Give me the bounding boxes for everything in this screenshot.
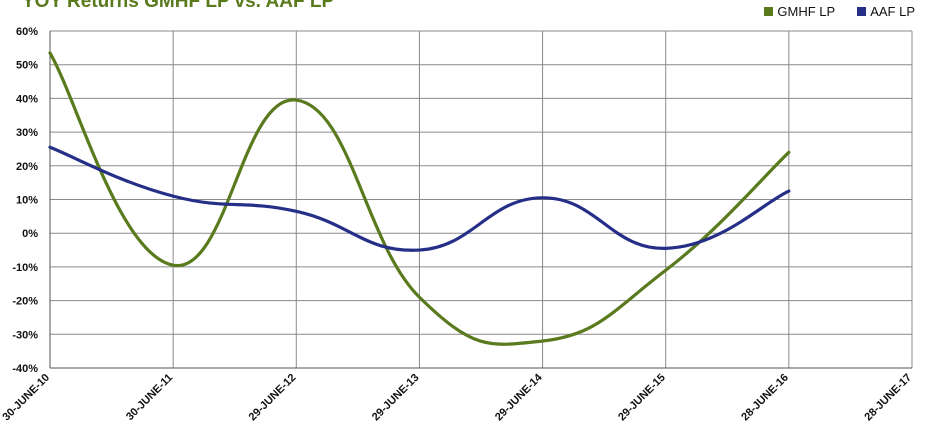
x-tick-label: 30-JUNE-11 [124,372,175,423]
x-tick-label: 29-JUNE-15 [616,372,668,424]
legend-label-gmhf: GMHF LP [777,4,836,19]
y-tick-label: -40% [12,363,38,375]
x-tick-label: 29-JUNE-13 [370,372,422,424]
x-tick-label: 28-JUNE-16 [739,372,791,424]
y-tick-label: 30% [16,127,38,139]
legend-item-aaf: AAF LP [857,4,915,19]
y-tick-label: 50% [16,60,38,72]
legend-swatch-gmhf [764,7,774,16]
x-tick-label: 29-JUNE-12 [247,372,299,424]
legend-label-aaf: AAF LP [870,4,915,19]
chart-title: YOY Returns GMHF LP vs. AAF LP [22,0,335,12]
legend-swatch-aaf [857,7,867,16]
chart-legend: GMHF LP AAF LP [764,4,915,19]
y-tick-label: 10% [16,195,38,207]
series-line-aaf [48,145,791,252]
grid-lines [49,30,913,369]
x-tick-label: 29-JUNE-14 [493,371,545,423]
x-tick-label: 28-JUNE-17 [862,372,914,424]
series-line-gmhf [48,51,791,346]
y-tick-label: -20% [12,296,38,308]
y-tick-label: 20% [16,161,38,173]
y-axis-ticks: 60% 50% 40% 30% 20% 10% 0% -10% -20% -30% -40% [12,26,38,375]
y-tick-label: -10% [12,262,38,274]
y-tick-label: 0% [22,228,38,240]
x-tick-label: 30-JUNE-10 [0,372,52,424]
y-tick-label: -30% [12,329,38,341]
y-tick-label: 60% [16,26,38,38]
x-axis-ticks: 30-JUNE-10 30-JUNE-11 29-JUNE-12 29-JUNE-13… [0,371,914,423]
series-lines [48,51,791,346]
y-tick-label: 40% [16,93,38,105]
legend-item-gmhf: GMHF LP [764,4,835,19]
